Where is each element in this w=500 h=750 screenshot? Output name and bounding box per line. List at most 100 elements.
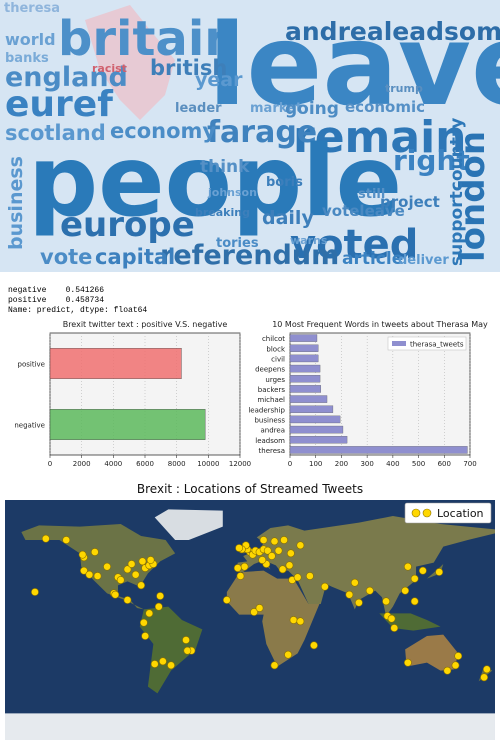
- word: remain: [293, 112, 467, 163]
- point: [418, 566, 427, 575]
- word: boris: [266, 175, 303, 190]
- word: capital: [95, 245, 175, 269]
- point: [267, 552, 276, 560]
- bar: [289, 375, 321, 383]
- word: article: [342, 249, 403, 269]
- x-tick-label: 2000: [73, 460, 91, 468]
- point: [410, 574, 419, 583]
- point: [296, 617, 305, 626]
- point: [270, 537, 279, 546]
- word: daily: [262, 207, 314, 229]
- point: [354, 598, 363, 607]
- legend-swatch: [392, 341, 406, 346]
- bar: [289, 354, 319, 363]
- point: [320, 582, 329, 591]
- point: [131, 570, 140, 579]
- y-tick-label: deepens: [255, 366, 285, 374]
- cloud-background: [0, 0, 500, 272]
- word: british: [150, 56, 227, 80]
- continents: [5, 509, 495, 740]
- word: economy: [110, 119, 216, 143]
- console-line: negative 0.541266: [8, 286, 104, 295]
- word: europe: [60, 205, 195, 245]
- point: [410, 597, 419, 606]
- point: [345, 590, 354, 599]
- point: [403, 658, 412, 667]
- legend-label: Location: [437, 507, 484, 520]
- bar: [289, 415, 341, 424]
- word: voteleave: [322, 202, 405, 220]
- point: [250, 608, 258, 616]
- word: scotland: [5, 121, 106, 145]
- point: [103, 562, 111, 571]
- point: [274, 546, 283, 555]
- word: britain: [58, 11, 238, 67]
- point: [403, 562, 412, 571]
- point: [305, 572, 314, 580]
- word: johnson: [207, 186, 257, 199]
- bar: [289, 425, 344, 434]
- point: [451, 661, 460, 670]
- x-tick-label: 100: [309, 460, 322, 468]
- word: leader: [175, 101, 222, 116]
- y-tick-label: theresa: [259, 447, 285, 455]
- point: [139, 618, 148, 627]
- point: [435, 568, 444, 576]
- point: [156, 592, 165, 600]
- y-tick-label: negative: [14, 422, 45, 430]
- x-tick-label: 700: [463, 460, 476, 468]
- word: theresa: [4, 1, 60, 16]
- point: [289, 616, 298, 624]
- x-tick-label: 0: [48, 460, 52, 468]
- word: year: [195, 69, 243, 91]
- point: [258, 556, 267, 564]
- point: [310, 641, 318, 650]
- word: right: [393, 144, 470, 177]
- y-tick-label: urges: [265, 376, 285, 384]
- point: [390, 624, 399, 632]
- chart-title: Brexit : Locations of Streamed Tweets: [137, 482, 363, 496]
- x-tick-label: 600: [438, 460, 451, 468]
- word: voted: [290, 222, 418, 268]
- chart-title: 10 Most Frequent Words in tweets about T…: [272, 320, 488, 329]
- point: [93, 572, 102, 580]
- bar: [289, 344, 319, 352]
- word-cloud: theresa britain leave andrealeadsom worl…: [0, 0, 500, 272]
- chart-title: Brexit twitter text : positive V.S. nega…: [63, 320, 228, 329]
- word: business: [5, 156, 27, 250]
- point: [137, 581, 146, 590]
- point: [482, 665, 491, 674]
- point: [85, 570, 94, 579]
- point: [146, 556, 155, 564]
- point: [286, 549, 295, 558]
- map-background: [5, 500, 495, 740]
- point: [111, 590, 120, 599]
- y-tick-label: michael: [257, 396, 285, 404]
- word: going: [285, 99, 339, 119]
- bar: [289, 405, 334, 413]
- point: [382, 597, 391, 606]
- x-tick-label: 6000: [136, 460, 154, 468]
- x-tick-label: 8000: [168, 460, 186, 468]
- x-tick-label: 500: [412, 460, 425, 468]
- bar: [289, 446, 468, 454]
- y-tick-label: andrea: [261, 427, 286, 435]
- word: market: [250, 101, 302, 116]
- point: [259, 536, 268, 544]
- point: [145, 609, 154, 618]
- point: [78, 550, 87, 559]
- word: deliver: [398, 253, 449, 268]
- point: [62, 536, 71, 544]
- bar: [289, 395, 328, 403]
- bar: [49, 348, 182, 379]
- word: england: [5, 62, 128, 93]
- bar: [289, 334, 318, 342]
- word: world: [5, 30, 56, 49]
- point: [31, 588, 39, 596]
- bar: [289, 436, 348, 444]
- point: [401, 586, 410, 595]
- word: warns: [290, 234, 328, 247]
- x-tick-label: 200: [335, 460, 348, 468]
